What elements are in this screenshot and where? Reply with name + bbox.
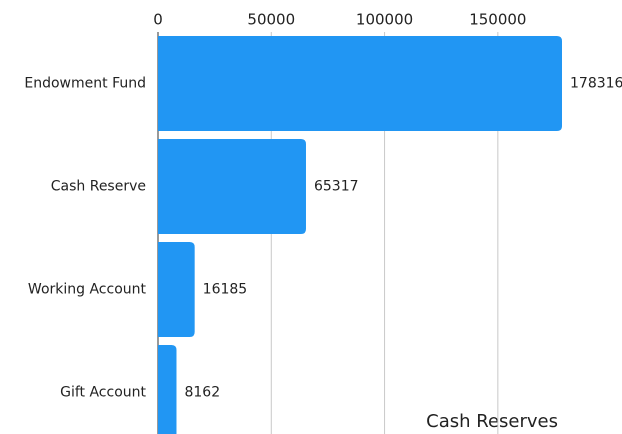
bar (158, 139, 306, 234)
y-tick-label: Gift Account (60, 385, 146, 401)
y-tick-label: Endowment Fund (24, 76, 146, 92)
bar (158, 345, 177, 434)
value-label: 65317 (314, 179, 359, 195)
bar (158, 36, 562, 131)
x-axis-title: Cash Reserves (426, 411, 558, 432)
value-label: 8162 (184, 385, 220, 401)
x-tick-label: 150000 (469, 11, 526, 29)
value-label: 178316 (570, 76, 622, 92)
x-tick-label: 50000 (247, 11, 295, 29)
y-tick-label: Cash Reserve (51, 179, 146, 195)
x-tick-label: 0 (153, 11, 163, 29)
bar (158, 242, 195, 337)
value-label: 16185 (203, 282, 248, 298)
x-tick-label: 100000 (356, 11, 413, 29)
y-tick-label: Working Account (28, 282, 147, 298)
